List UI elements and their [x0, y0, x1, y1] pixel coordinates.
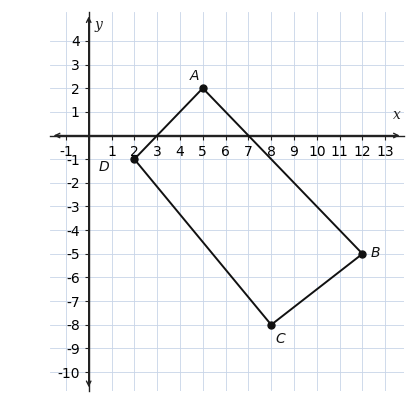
Text: D: D: [99, 161, 109, 174]
Text: A: A: [190, 69, 199, 83]
Text: y: y: [94, 18, 102, 32]
Text: B: B: [370, 245, 380, 260]
Text: x: x: [393, 109, 401, 122]
Text: C: C: [276, 332, 285, 346]
